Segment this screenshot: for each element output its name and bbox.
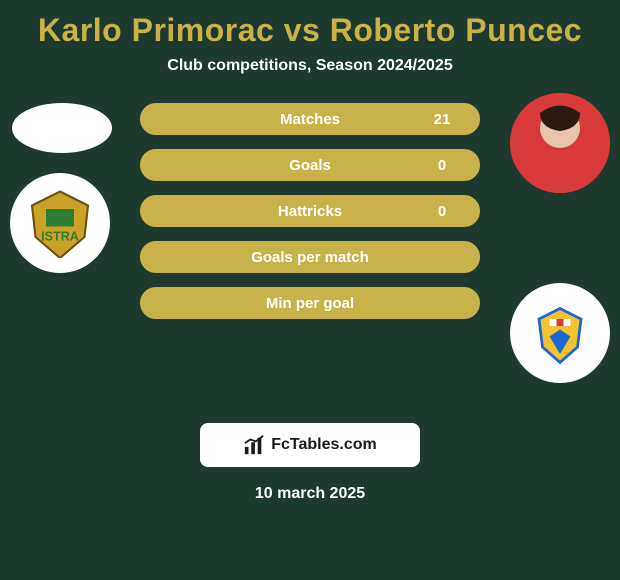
stats-rows: Matches 21 Goals 0 Hattricks 0 Goals per… bbox=[140, 103, 480, 333]
stat-label: Goals bbox=[198, 157, 422, 174]
stat-label: Matches bbox=[198, 111, 422, 128]
page-title: Karlo Primorac vs Roberto Puncec bbox=[0, 12, 620, 49]
chart-icon bbox=[243, 434, 265, 456]
stat-right-value: 0 bbox=[422, 157, 462, 174]
brand-text: FcTables.com bbox=[271, 436, 377, 454]
stat-row: Goals per match bbox=[140, 241, 480, 273]
club-right-badge bbox=[510, 283, 610, 383]
club-right-crest-icon bbox=[525, 298, 595, 368]
stat-row: Goals 0 bbox=[140, 149, 480, 181]
stat-label: Hattricks bbox=[198, 203, 422, 220]
brand-badge: FcTables.com bbox=[200, 423, 420, 467]
stat-right-value: 0 bbox=[422, 203, 462, 220]
comparison-card: Karlo Primorac vs Roberto Puncec Club co… bbox=[0, 0, 620, 580]
stat-row: Min per goal bbox=[140, 287, 480, 319]
stat-row: Hattricks 0 bbox=[140, 195, 480, 227]
stat-right-value: 21 bbox=[422, 111, 462, 128]
stat-label: Min per goal bbox=[198, 295, 422, 312]
player-right-avatar bbox=[510, 93, 610, 193]
subtitle: Club competitions, Season 2024/2025 bbox=[0, 57, 620, 75]
content-area: ISTRA Matches 21 Goals 0 bbox=[0, 103, 620, 403]
stat-label: Goals per match bbox=[198, 249, 422, 266]
player-right-silhouette bbox=[510, 93, 610, 193]
club-left-crest-icon: ISTRA bbox=[25, 188, 95, 258]
stat-row: Matches 21 bbox=[140, 103, 480, 135]
date-text: 10 march 2025 bbox=[0, 485, 620, 503]
club-left-badge: ISTRA bbox=[10, 173, 110, 273]
svg-text:ISTRA: ISTRA bbox=[41, 230, 79, 244]
player-left-avatar bbox=[12, 103, 112, 153]
